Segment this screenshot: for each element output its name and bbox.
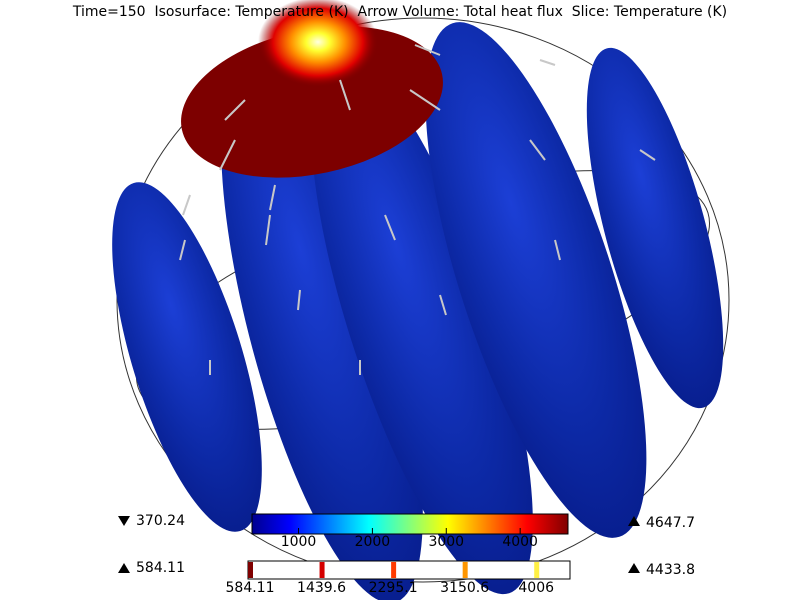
colorbar bbox=[251, 513, 569, 535]
tick-label: 3000 bbox=[428, 534, 464, 550]
legend-max: 4647.7 bbox=[646, 515, 695, 531]
level bbox=[248, 562, 253, 578]
tick-label: 1439.6 bbox=[297, 580, 346, 596]
max-marker bbox=[628, 516, 640, 526]
arrows bbox=[179, 44, 656, 375]
max-marker bbox=[628, 563, 640, 573]
isosurface bbox=[181, 26, 443, 178]
tick-label: 2000 bbox=[355, 534, 391, 550]
slice bbox=[311, 55, 533, 595]
tick-label: 3150.6 bbox=[440, 580, 489, 596]
tick-label: 4006 bbox=[518, 580, 554, 596]
slice bbox=[586, 47, 724, 409]
tick-label: 2295.1 bbox=[369, 580, 418, 596]
level bbox=[462, 562, 468, 578]
legend-min: 584.11 bbox=[136, 560, 185, 576]
legend-max: 4433.8 bbox=[646, 562, 695, 578]
sphere-outline bbox=[116, 17, 730, 583]
tick-label: 584.11 bbox=[226, 580, 275, 596]
level bbox=[534, 562, 540, 578]
level-bar bbox=[247, 560, 571, 580]
min-marker bbox=[118, 516, 130, 526]
slice bbox=[425, 22, 647, 538]
slice bbox=[112, 182, 262, 532]
slice bbox=[221, 56, 423, 600]
level bbox=[391, 562, 397, 578]
tick-label: 4000 bbox=[502, 534, 538, 550]
title: Time=150 Isosurface: Temperature (K) Arr… bbox=[72, 4, 727, 20]
scene bbox=[112, 0, 730, 600]
legend-min: 370.24 bbox=[136, 513, 185, 529]
level bbox=[319, 562, 325, 578]
hot-spot bbox=[258, 0, 378, 87]
min-marker bbox=[118, 563, 130, 573]
tick-label: 1000 bbox=[281, 534, 317, 550]
